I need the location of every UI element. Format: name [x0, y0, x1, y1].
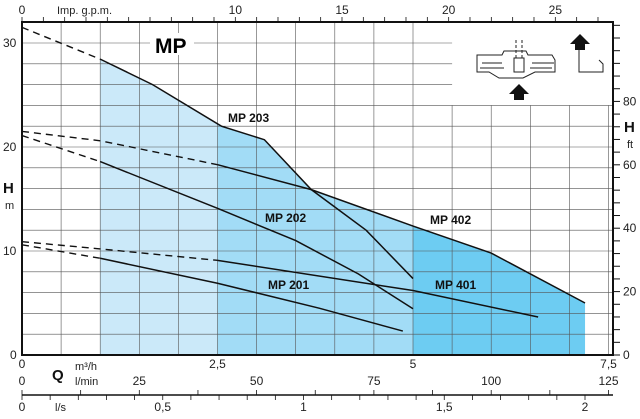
- mp-203-extrapolated-line: [21, 26, 101, 60]
- x-ls-tick-label: 0: [19, 400, 26, 414]
- x-unit-lmin: l/min: [75, 376, 98, 388]
- title-text: MP: [155, 35, 187, 58]
- y-right-tick-label: 20: [623, 285, 637, 299]
- mp-201-curve: [100, 257, 404, 332]
- y-left-tick-label: 0: [10, 348, 17, 362]
- x-m3h-tick-label: 7,5: [600, 357, 617, 371]
- mp-203-curve: [99, 58, 414, 280]
- mp-201-extrapolated-line: [21, 244, 101, 259]
- x-top-tick-label: 15: [335, 3, 349, 17]
- x-ls-tick-label: 2: [582, 400, 589, 414]
- inlet-arrow-icon: [509, 84, 529, 100]
- y-right-unit: ft: [627, 139, 633, 151]
- grid: [22, 22, 613, 355]
- y-right-tick-label: 60: [623, 158, 637, 172]
- mp-402-curve: [217, 163, 586, 304]
- x-top-tick-label: 10: [229, 3, 243, 17]
- chart-title: MP: [150, 33, 194, 58]
- mp-401-label: MP 401: [435, 278, 476, 292]
- x-lmin-tick-label: 75: [367, 374, 381, 388]
- x-unit-gpm: Imp. g.p.m.: [57, 5, 112, 17]
- x-lmin-tick-label: 25: [133, 374, 147, 388]
- impeller-diagram-icon: [476, 40, 604, 79]
- y-left-tick-label: 10: [3, 244, 17, 258]
- mp-202-label: MP 202: [265, 211, 306, 225]
- x-lmin-tick-label: 50: [250, 374, 264, 388]
- y-right-tick-label: 80: [623, 94, 637, 108]
- x-ls-tick-label: 1,5: [436, 400, 453, 414]
- mp-401-extrapolated-line: [21, 240, 218, 262]
- shaded-band-2: [217, 123, 413, 355]
- pump-diagram-inset: [456, 23, 612, 105]
- y-right-label: H: [624, 119, 635, 136]
- x-lmin-tick-label: 100: [481, 374, 501, 388]
- x-label: Q: [52, 367, 64, 384]
- mp-203-label: MP 203: [228, 111, 269, 125]
- shaded-band-1: [100, 59, 218, 356]
- mp-201-label: MP 201: [268, 278, 309, 292]
- x-lmin-tick-label: 125: [598, 374, 618, 388]
- x-ls-tick-label: 1: [300, 400, 307, 414]
- y-left-tick-label: 20: [3, 140, 17, 154]
- pump-curves: MP 203 MP 202 MP 402 MP 201 MP 401: [21, 26, 586, 332]
- x-ls-tick-label: 0,5: [154, 400, 171, 414]
- y-right-tick-label: 40: [623, 221, 637, 235]
- mp-202-extrapolated-line: [21, 134, 101, 163]
- y-left-label: H: [3, 180, 14, 197]
- mp-402-label: MP 402: [430, 213, 471, 227]
- x-top-tick-label: 20: [442, 3, 456, 17]
- x-top-tick-label: 0: [19, 3, 26, 17]
- y-right-tick-label: 0: [623, 348, 630, 362]
- mp-402-extrapolated-line: [21, 130, 218, 166]
- x-top-tick-label: 25: [549, 3, 563, 17]
- x-unit-ls: l/s: [55, 402, 67, 414]
- shaded-band-3: [413, 226, 586, 355]
- axis-labels: H m H ft Q m³/h l/min l/s Imp. g.p.m.: [3, 5, 635, 414]
- mp-401-curve: [217, 259, 539, 318]
- x-m3h-tick-label: 0: [19, 357, 26, 371]
- y-left-tick-label: 30: [3, 36, 17, 50]
- outlet-arrow-icon: [570, 34, 590, 50]
- x-unit-m3h: m³/h: [75, 361, 97, 373]
- x-m3h-tick-label: 5: [410, 357, 417, 371]
- x-m3h-tick-label: 2,5: [209, 357, 226, 371]
- x-lmin-tick-label: 0: [19, 374, 26, 388]
- y-left-unit: m: [5, 200, 14, 212]
- plot-frame: [21, 21, 614, 356]
- operating-range-bands: [100, 59, 586, 356]
